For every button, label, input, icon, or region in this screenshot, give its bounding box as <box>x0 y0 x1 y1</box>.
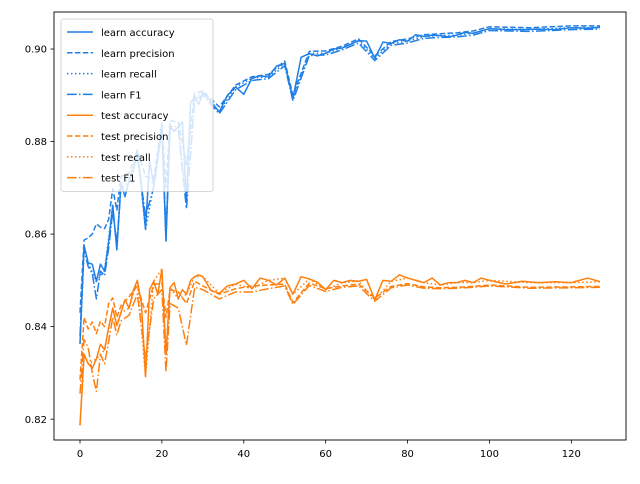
legend-label-test-accuracy: test accuracy <box>101 111 169 122</box>
legend-label-test-precision: test precision <box>101 132 169 143</box>
y-tick-label: 0.86 <box>25 230 47 241</box>
x-tick-label: 20 <box>156 449 169 460</box>
y-axis: 0.82 0.84 0.86 0.88 0.90 <box>25 45 54 426</box>
y-tick-label: 0.84 <box>25 322 47 333</box>
series-line-learn-precision <box>79 25 600 313</box>
series-line-test-precision <box>79 280 601 380</box>
y-tick-label: 0.88 <box>25 137 47 148</box>
legend-label-learn-f1: learn F1 <box>101 90 142 101</box>
series-line-learn-f1 <box>79 28 601 336</box>
y-tick-label: 0.90 <box>25 45 47 56</box>
legend-box <box>60 18 214 192</box>
legend-label-test-f1: test F1 <box>101 174 136 185</box>
y-tick-label: 0.82 <box>25 415 47 426</box>
x-tick-label: 80 <box>401 449 414 460</box>
series-layer <box>79 25 601 426</box>
legend-label-learn-precision: learn precision <box>101 49 175 60</box>
x-axis: 0 20 40 60 80 100 120 <box>77 440 581 460</box>
x-tick-label: 40 <box>237 449 250 460</box>
x-tick-label: 100 <box>480 449 499 460</box>
plot-frame <box>53 11 627 441</box>
x-tick-label: 60 <box>319 449 332 460</box>
legend-label-test-recall: test recall <box>101 153 151 164</box>
x-tick-label: 0 <box>77 449 83 460</box>
legend: learn accuracy learn precision learn recal… <box>60 18 214 192</box>
legend-label-learn-accuracy: learn accuracy <box>101 28 175 39</box>
series-line-test-accuracy <box>79 268 601 426</box>
legend-label-learn-recall: learn recall <box>101 70 157 81</box>
series-line-test-f1 <box>79 284 601 394</box>
x-tick-label: 120 <box>562 449 581 460</box>
